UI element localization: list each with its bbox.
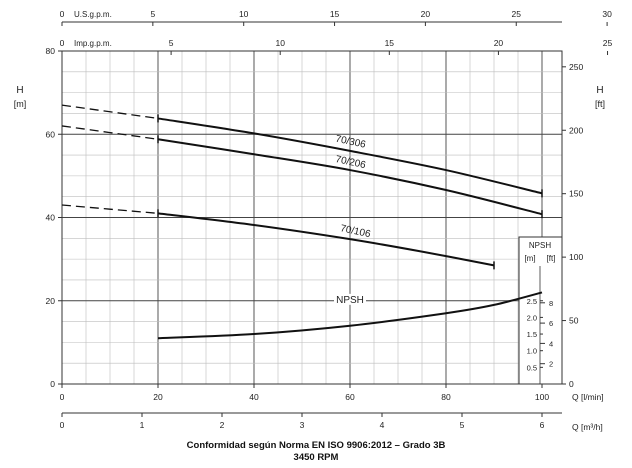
q-lmin-tick-label: 100 bbox=[535, 392, 549, 402]
curve-70-206-dashed bbox=[61, 125, 159, 140]
npsh-m-tick-label: 0.5 bbox=[527, 363, 537, 372]
q-lmin-tick-label: 0 bbox=[60, 392, 65, 402]
y-right-tick-label: 250 bbox=[569, 62, 583, 72]
us-gpm-axis-label: U.S.g.p.m. bbox=[74, 10, 112, 19]
curve-70-106 bbox=[157, 212, 495, 267]
npsh-ft-tick-label: 4 bbox=[549, 339, 553, 348]
npsh-scale-frame bbox=[518, 236, 563, 385]
imp-gpm-axis-label: Imp.g.p.m. bbox=[74, 39, 112, 48]
imp-gpm-tick-label: 5 bbox=[169, 38, 174, 48]
npsh-scale: NPSH [m] [ft] 0.5 1.0 1.5 2.0 2.5 2 4 6 8 bbox=[518, 236, 563, 385]
curve-label-npsh: NPSH bbox=[336, 295, 364, 306]
us-gpm-tick-label: 0 bbox=[60, 9, 65, 19]
y-right-tick-label: 150 bbox=[569, 189, 583, 199]
y-left-tick-label: 40 bbox=[46, 213, 56, 223]
y-right-tick-label: 100 bbox=[569, 252, 583, 262]
y-left-tick-label: 20 bbox=[46, 296, 56, 306]
y-right-tick-label: 50 bbox=[569, 316, 579, 326]
y-left-axis-unit: [m] bbox=[14, 99, 27, 109]
imp-gpm-axis: Imp.g.p.m. 0 5 10 15 20 25 bbox=[60, 38, 613, 55]
plot-grid bbox=[62, 51, 562, 384]
us-gpm-tick-label: 25 bbox=[512, 9, 522, 19]
caption-rpm: 3450 RPM bbox=[293, 452, 339, 463]
y-left-tick-label: 80 bbox=[46, 46, 56, 56]
q-m3h-tick-label: 4 bbox=[380, 420, 385, 430]
q-m3h-tick-label: 0 bbox=[60, 420, 65, 430]
q-m3h-tick-label: 3 bbox=[300, 420, 305, 430]
q-lmin-tick-label: 40 bbox=[249, 392, 259, 402]
y-right-axis: 0 50 100 150 200 250 bbox=[561, 51, 583, 389]
npsh-ft-tick-label: 8 bbox=[549, 299, 553, 308]
q-lmin-tick-label: 60 bbox=[345, 392, 355, 402]
y-left-axis: 0 20 40 60 80 bbox=[46, 46, 62, 389]
us-gpm-tick-label: 30 bbox=[602, 9, 612, 19]
imp-gpm-tick-label: 20 bbox=[494, 38, 504, 48]
y-left-tick-label: 0 bbox=[50, 379, 55, 389]
curve-70-306-dashed bbox=[61, 104, 159, 120]
q-lmin-tick-label: 80 bbox=[441, 392, 451, 402]
npsh-scale-unit-ft: [ft] bbox=[547, 254, 556, 263]
y-right-axis-label: H bbox=[596, 85, 603, 96]
q-m3h-tick-label: 2 bbox=[220, 420, 225, 430]
y-right-tick-label: 0 bbox=[569, 379, 574, 389]
npsh-ft-tick-label: 6 bbox=[549, 319, 553, 328]
curve-npsh bbox=[157, 291, 543, 340]
q-m3h-axis-label: Q [m³/h] bbox=[572, 422, 603, 432]
curve-70-306 bbox=[157, 117, 543, 195]
y-left-axis-label: H bbox=[16, 85, 23, 96]
y-left-tick-label: 60 bbox=[46, 129, 56, 139]
q-m3h-axis: Q [m³/h] 0 1 2 3 4 5 6 bbox=[60, 412, 603, 432]
npsh-ft-tick-label: 2 bbox=[549, 360, 553, 369]
q-lmin-axis: Q [l/min] 0 20 40 60 80 100 bbox=[60, 383, 604, 402]
us-gpm-tick-label: 15 bbox=[330, 9, 340, 19]
us-gpm-tick-label: 10 bbox=[239, 9, 249, 19]
npsh-label-bg bbox=[334, 293, 366, 305]
us-gpm-tick-label: 5 bbox=[150, 9, 155, 19]
imp-gpm-tick-label: 15 bbox=[385, 38, 395, 48]
imp-gpm-tick-label: 25 bbox=[603, 38, 613, 48]
npsh-m-tick-label: 1.0 bbox=[527, 347, 537, 356]
y-right-axis-unit: [ft] bbox=[595, 99, 605, 109]
q-lmin-tick-label: 20 bbox=[153, 392, 163, 402]
curve-70-206 bbox=[157, 138, 543, 216]
imp-gpm-tick-label: 10 bbox=[275, 38, 285, 48]
imp-gpm-tick-label: 0 bbox=[60, 38, 65, 48]
curve-70-106-dashed bbox=[61, 204, 159, 214]
q-lmin-axis-label: Q [l/min] bbox=[572, 392, 604, 402]
npsh-scale-unit-m: [m] bbox=[524, 254, 535, 263]
npsh-m-tick-label: 2.5 bbox=[527, 297, 537, 306]
npsh-m-tick-label: 1.5 bbox=[527, 330, 537, 339]
q-m3h-tick-label: 1 bbox=[140, 420, 145, 430]
q-m3h-tick-label: 6 bbox=[540, 420, 545, 430]
us-gpm-axis: U.S.g.p.m. 0 5 10 15 20 25 30 bbox=[60, 9, 612, 26]
y-right-tick-label: 200 bbox=[569, 125, 583, 135]
npsh-m-tick-label: 2.0 bbox=[527, 313, 537, 322]
npsh-scale-label: NPSH bbox=[529, 241, 551, 250]
q-m3h-tick-label: 5 bbox=[460, 420, 465, 430]
caption-standard: Conformidad según Norma EN ISO 9906:2012… bbox=[186, 440, 446, 451]
us-gpm-tick-label: 20 bbox=[421, 9, 431, 19]
